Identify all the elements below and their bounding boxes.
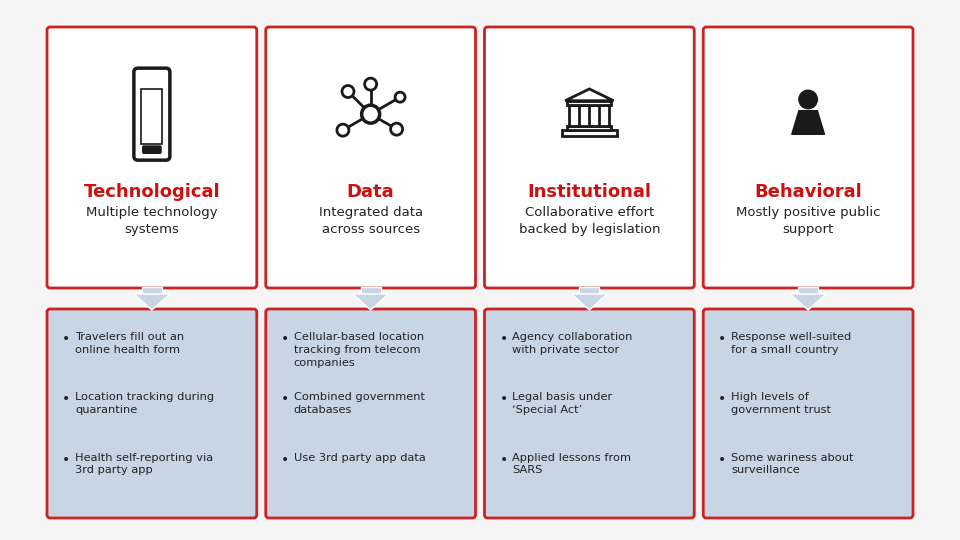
Text: Applied lessons from
SARS: Applied lessons from SARS <box>513 453 632 475</box>
Text: Cellular-based location
tracking from telecom
companies: Cellular-based location tracking from te… <box>294 332 424 368</box>
Text: •: • <box>62 393 70 406</box>
Bar <box>141 89 162 144</box>
Circle shape <box>337 124 348 136</box>
FancyBboxPatch shape <box>47 309 256 518</box>
Circle shape <box>391 123 402 135</box>
FancyBboxPatch shape <box>47 27 256 288</box>
Text: Data: Data <box>347 183 395 201</box>
Text: •: • <box>718 453 727 467</box>
FancyBboxPatch shape <box>266 27 475 288</box>
Text: •: • <box>62 453 70 467</box>
Bar <box>569 105 610 126</box>
Text: •: • <box>280 332 289 346</box>
Bar <box>798 287 818 294</box>
Text: Legal basis under
‘Special Act’: Legal basis under ‘Special Act’ <box>513 393 612 415</box>
Text: Multiple technology
systems: Multiple technology systems <box>86 206 218 236</box>
FancyBboxPatch shape <box>704 27 913 288</box>
Bar <box>567 126 612 130</box>
FancyBboxPatch shape <box>143 146 161 153</box>
Bar <box>567 100 612 105</box>
Text: Collaborative effort
backed by legislation: Collaborative effort backed by legislati… <box>518 206 660 236</box>
Text: •: • <box>280 393 289 406</box>
Bar <box>580 287 599 294</box>
FancyBboxPatch shape <box>485 27 694 288</box>
Text: Technological: Technological <box>84 183 220 201</box>
Text: Location tracking during
quarantine: Location tracking during quarantine <box>75 393 214 415</box>
Polygon shape <box>792 111 825 134</box>
Text: Mostly positive public
support: Mostly positive public support <box>736 206 880 236</box>
Polygon shape <box>565 89 613 100</box>
Polygon shape <box>571 294 608 310</box>
Text: •: • <box>499 453 508 467</box>
FancyBboxPatch shape <box>704 309 913 518</box>
Text: •: • <box>718 393 727 406</box>
Bar <box>361 287 380 294</box>
Circle shape <box>396 92 405 102</box>
Polygon shape <box>133 294 170 310</box>
Text: Behavioral: Behavioral <box>755 183 862 201</box>
Text: •: • <box>62 332 70 346</box>
Text: Institutional: Institutional <box>527 183 652 201</box>
FancyBboxPatch shape <box>133 68 170 160</box>
FancyBboxPatch shape <box>485 309 694 518</box>
Circle shape <box>342 85 354 98</box>
Bar <box>562 130 616 136</box>
Text: •: • <box>499 332 508 346</box>
Text: Integrated data
across sources: Integrated data across sources <box>319 206 422 236</box>
Circle shape <box>362 105 379 123</box>
Text: •: • <box>499 393 508 406</box>
FancyBboxPatch shape <box>266 309 475 518</box>
Circle shape <box>365 78 376 90</box>
Text: •: • <box>718 332 727 346</box>
Text: Travelers fill out an
online health form: Travelers fill out an online health form <box>75 332 184 355</box>
Text: Some wariness about
surveillance: Some wariness about surveillance <box>732 453 853 475</box>
Text: Health self-reporting via
3rd party app: Health self-reporting via 3rd party app <box>75 453 213 475</box>
Text: Response well-suited
for a small country: Response well-suited for a small country <box>732 332 852 355</box>
Text: •: • <box>280 453 289 467</box>
Text: Combined government
databases: Combined government databases <box>294 393 424 415</box>
Circle shape <box>799 90 817 109</box>
Text: Agency collaboration
with private sector: Agency collaboration with private sector <box>513 332 633 355</box>
Bar <box>142 287 162 294</box>
Polygon shape <box>790 294 827 310</box>
Text: High levels of
government trust: High levels of government trust <box>732 393 831 415</box>
Polygon shape <box>352 294 389 310</box>
Text: Use 3rd party app data: Use 3rd party app data <box>294 453 425 463</box>
